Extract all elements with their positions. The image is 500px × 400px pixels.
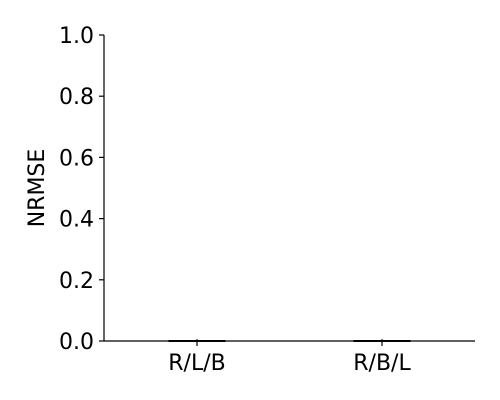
x-tick-label: R/L/B (168, 351, 225, 376)
x-axis-ticks: R/L/B R/B/L (168, 341, 411, 376)
y-tick-label: 1.0 (59, 24, 94, 49)
y-tick-label: 0.6 (59, 146, 94, 171)
y-tick-label: 0.4 (59, 208, 94, 233)
y-axis-title: NRMSE (25, 149, 50, 228)
y-tick-label: 0.2 (59, 269, 94, 294)
x-tick-label: R/B/L (353, 351, 411, 376)
y-axis-ticks: 0.0 0.2 0.4 0.6 0.8 1.0 (59, 24, 104, 355)
y-tick-label: 0.8 (59, 85, 94, 110)
y-tick-label: 0.0 (59, 330, 94, 355)
